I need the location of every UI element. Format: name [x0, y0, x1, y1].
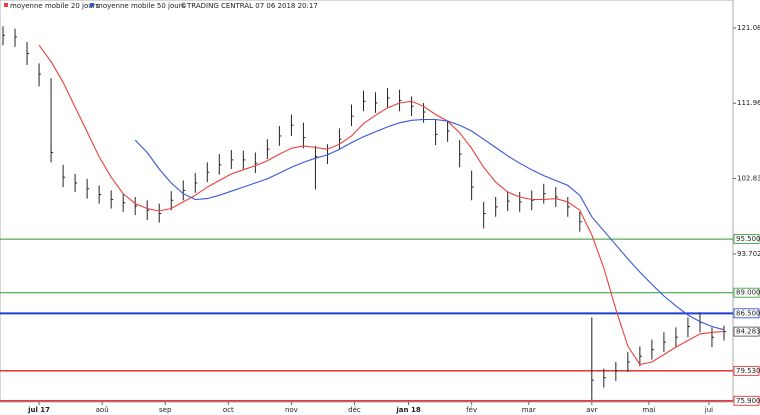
- x-tick-label: déc: [348, 406, 361, 414]
- level-label-box: [733, 287, 760, 298]
- moving-average: [38, 44, 725, 366]
- level-label: 95.500: [736, 235, 760, 243]
- x-tick-label: jan 18: [395, 406, 420, 414]
- level-label-box: [733, 308, 760, 319]
- x-tick-label: aoû: [96, 406, 109, 414]
- x-tick-label: jul 17: [27, 406, 50, 414]
- moving-average: [134, 118, 725, 331]
- x-tick-label: avr: [586, 406, 597, 414]
- legend-label: moyenne mobile 50 jours: [96, 2, 186, 10]
- plot-frame: [0, 0, 734, 403]
- legend-swatch: [90, 3, 94, 7]
- price-label: 84.283: [736, 328, 760, 336]
- x-tick-label: nov: [285, 406, 298, 414]
- level-label-box: [733, 365, 760, 376]
- level-label-box: [733, 395, 760, 406]
- x-tick-label: mar: [522, 406, 536, 414]
- x-tick-label: fév: [466, 406, 477, 414]
- x-tick-label: oct: [223, 406, 234, 414]
- level-label-box: [733, 234, 760, 244]
- price-label-box: [733, 326, 760, 337]
- x-tick-label: jui: [704, 406, 713, 414]
- level-label: 89.000: [736, 289, 760, 297]
- x-tick-label: sep: [159, 406, 172, 414]
- y-tick-label: 121.083: [737, 24, 760, 32]
- copyright: ©TRADING CENTRAL 07 06 2018 20:17: [180, 2, 318, 10]
- level-label: 75.900: [736, 397, 760, 405]
- level-label: 86.500: [736, 309, 760, 317]
- level-label: 79.530: [736, 367, 760, 375]
- y-tick-label: 102.833: [737, 175, 760, 183]
- legend-swatch: [4, 3, 8, 7]
- x-tick-label: mai: [642, 406, 655, 414]
- legend-label: moyenne mobile 20 jours: [10, 2, 100, 10]
- y-tick-label: 111.965: [737, 99, 760, 107]
- y-tick-label: 93.702: [737, 250, 760, 258]
